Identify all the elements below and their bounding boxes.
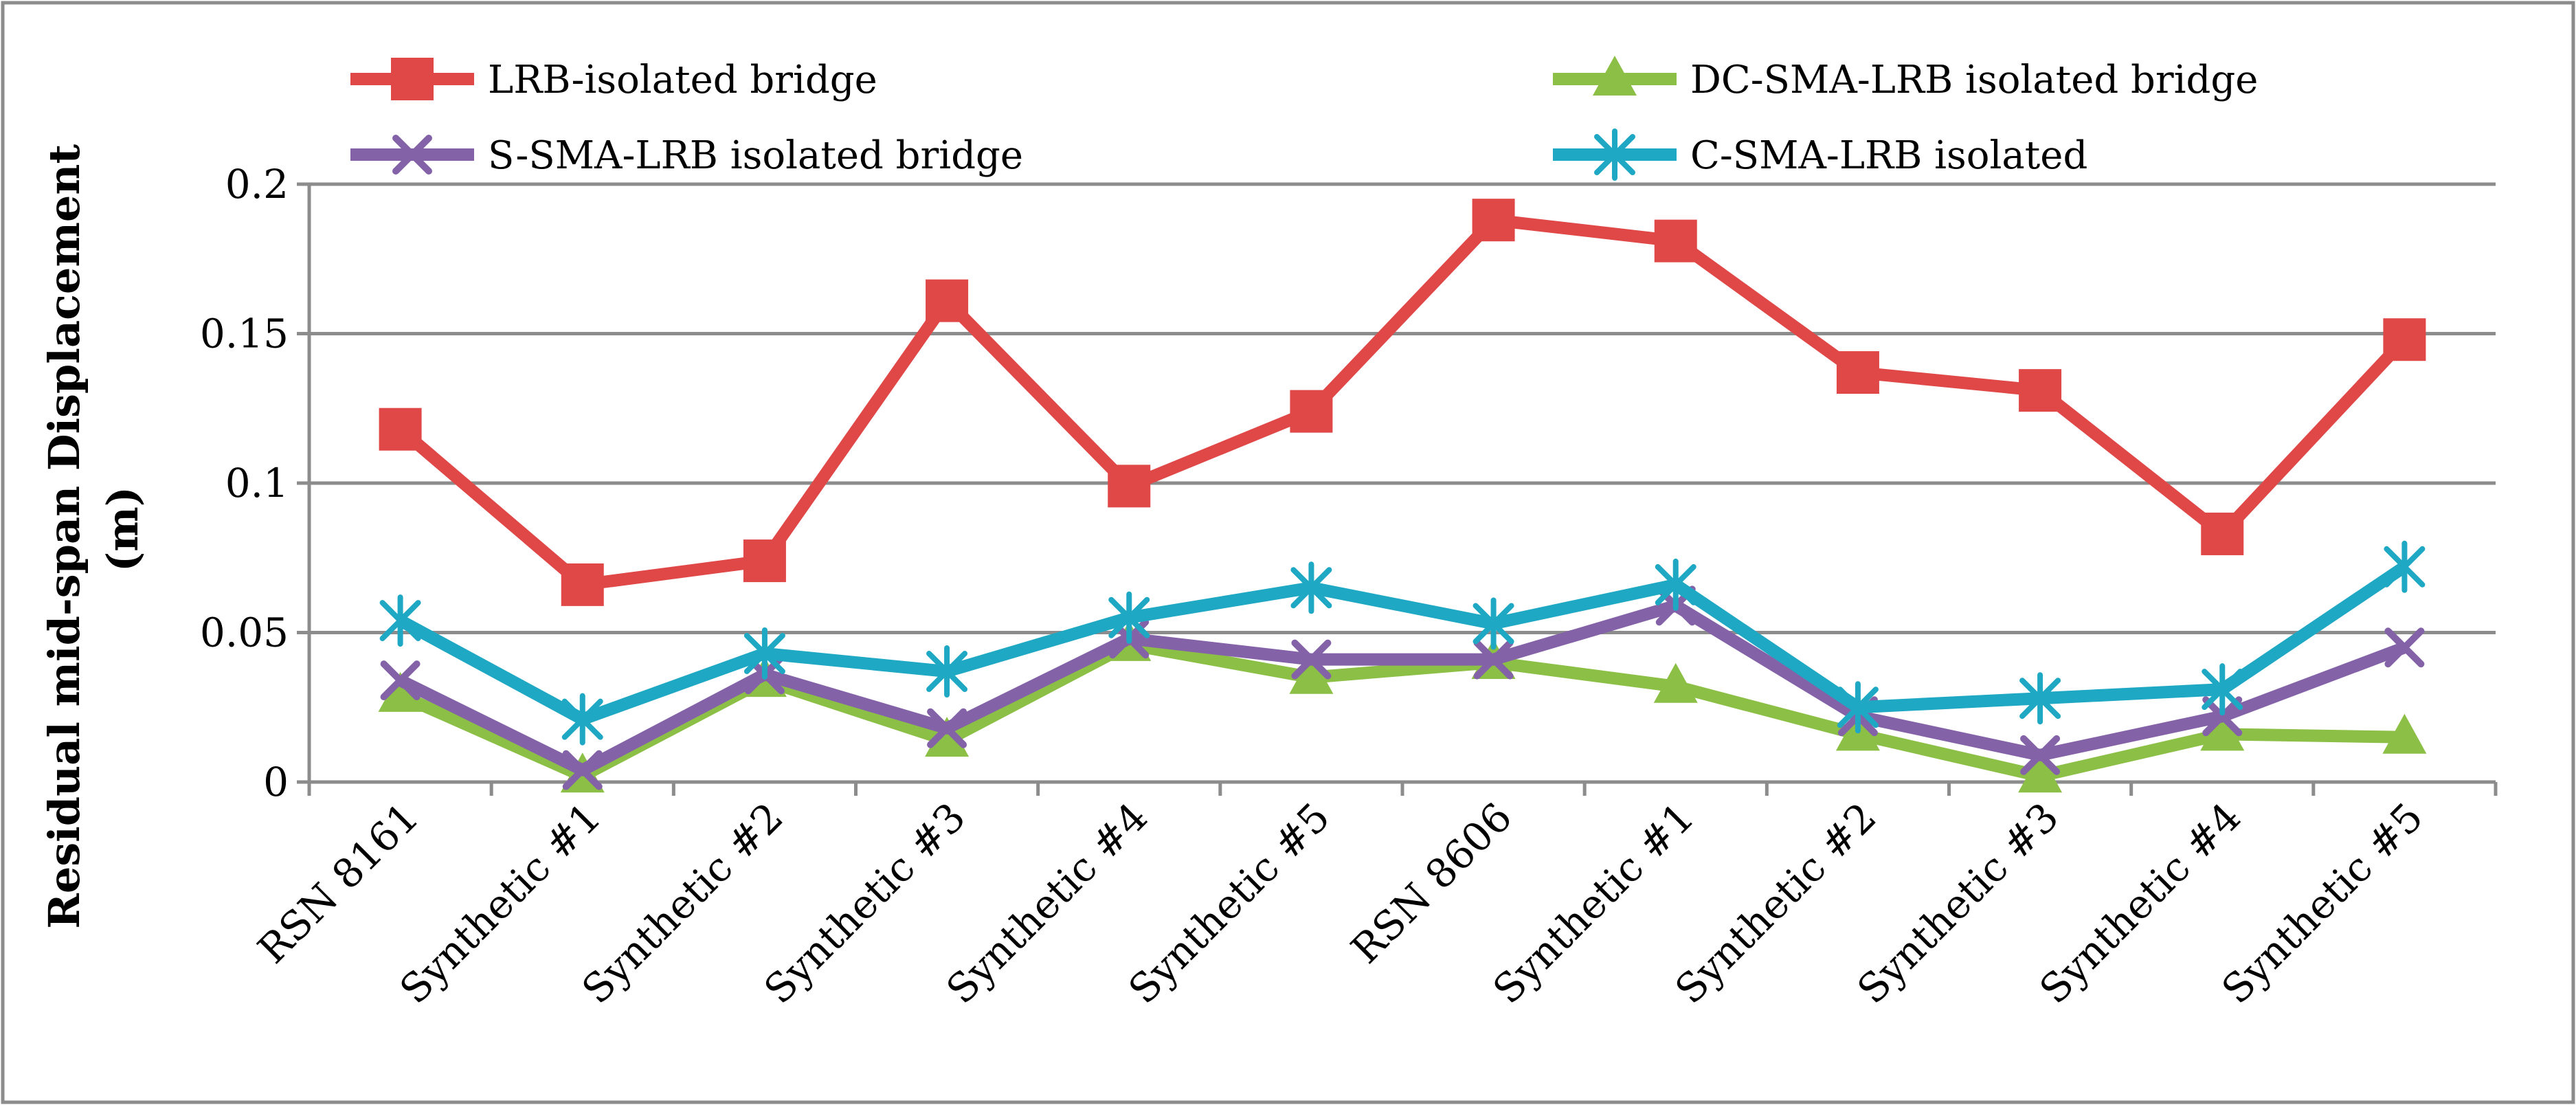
y-tick-label: 0.15 [200,311,289,357]
data-point [2020,735,2061,775]
data-point [2019,672,2061,725]
data-point [1473,639,1514,680]
data-point [2382,713,2427,754]
data-point [2383,318,2426,361]
series-c-sma-lrb-isolated [379,540,2426,746]
y-tick-label: 0 [263,759,289,805]
data-point [1291,639,1332,680]
legend-label: S-SMA-LRB isolated bridge [488,133,1023,178]
legend-label: DC-SMA-LRB isolated bridge [1690,58,2258,102]
legend-item: LRB-isolated bridge [350,58,877,102]
series-line [396,214,2409,591]
data-point [1654,219,1697,263]
data-point [1655,558,1696,611]
y-axis-label: Residual mid-span Displacement (m) [39,129,148,928]
legend-label: C-SMA-LRB isolated [1690,133,2087,178]
y-tick-label: 0.1 [225,460,289,506]
data-point [561,563,604,606]
data-point [378,671,423,712]
series-line [397,599,2407,777]
data-point [2384,627,2425,668]
series-layer [378,199,2427,793]
legend-swatch-marker [391,58,434,100]
data-point [743,627,785,680]
legend: LRB-isolated bridge DC-SMA-LRB isolated b… [350,56,2258,181]
legend-item: S-SMA-LRB isolated bridge [350,133,1023,178]
x-tick-label: RSN 8606 [1342,794,1521,972]
data-point [379,594,421,647]
series-dc-sma-lrb-isolated-bridge [378,621,2427,793]
data-point [1108,465,1151,508]
data-point [561,693,603,746]
data-point [2200,711,2245,751]
data-point [1836,351,1879,394]
data-point [1472,199,1515,242]
data-point [2384,540,2426,593]
y-axis-label-unit: (m) [98,487,148,572]
data-point [2018,752,2063,793]
data-point [380,660,421,701]
data-point [1472,597,1514,650]
legend-swatch-marker [1593,56,1637,96]
data-point [925,717,970,757]
data-point [2202,696,2243,737]
data-point [379,408,422,451]
data-point [1290,390,1333,433]
data-point [2201,512,2244,555]
data-point [1290,561,1332,614]
data-point [926,645,968,698]
series-line [397,561,2408,726]
series-lrb-isolated-bridge [379,199,2426,606]
grid-layer [309,182,2496,634]
legend-swatch-marker [1594,129,1635,181]
data-point [927,708,967,748]
legend-item: DC-SMA-LRB isolated bridge [1553,56,2258,102]
legend-swatch-marker [392,135,432,175]
x-tick-label: RSN 8161 [249,794,427,972]
data-point [1108,591,1150,644]
data-point [1289,654,1334,694]
legend-item: C-SMA-LRB isolated [1553,129,2087,181]
y-tick-label: 0.05 [200,610,289,656]
data-point [926,279,969,322]
data-point [1837,681,1879,734]
y-axis-label-text: Residual mid-span Displacement [39,144,89,929]
data-point [2019,369,2062,412]
legend-label: LRB-isolated bridge [488,58,877,102]
data-point [743,539,786,583]
data-point [1653,662,1698,703]
data-point [2202,663,2243,716]
data-point [562,750,603,790]
y-tick-label: 0.2 [225,161,289,208]
